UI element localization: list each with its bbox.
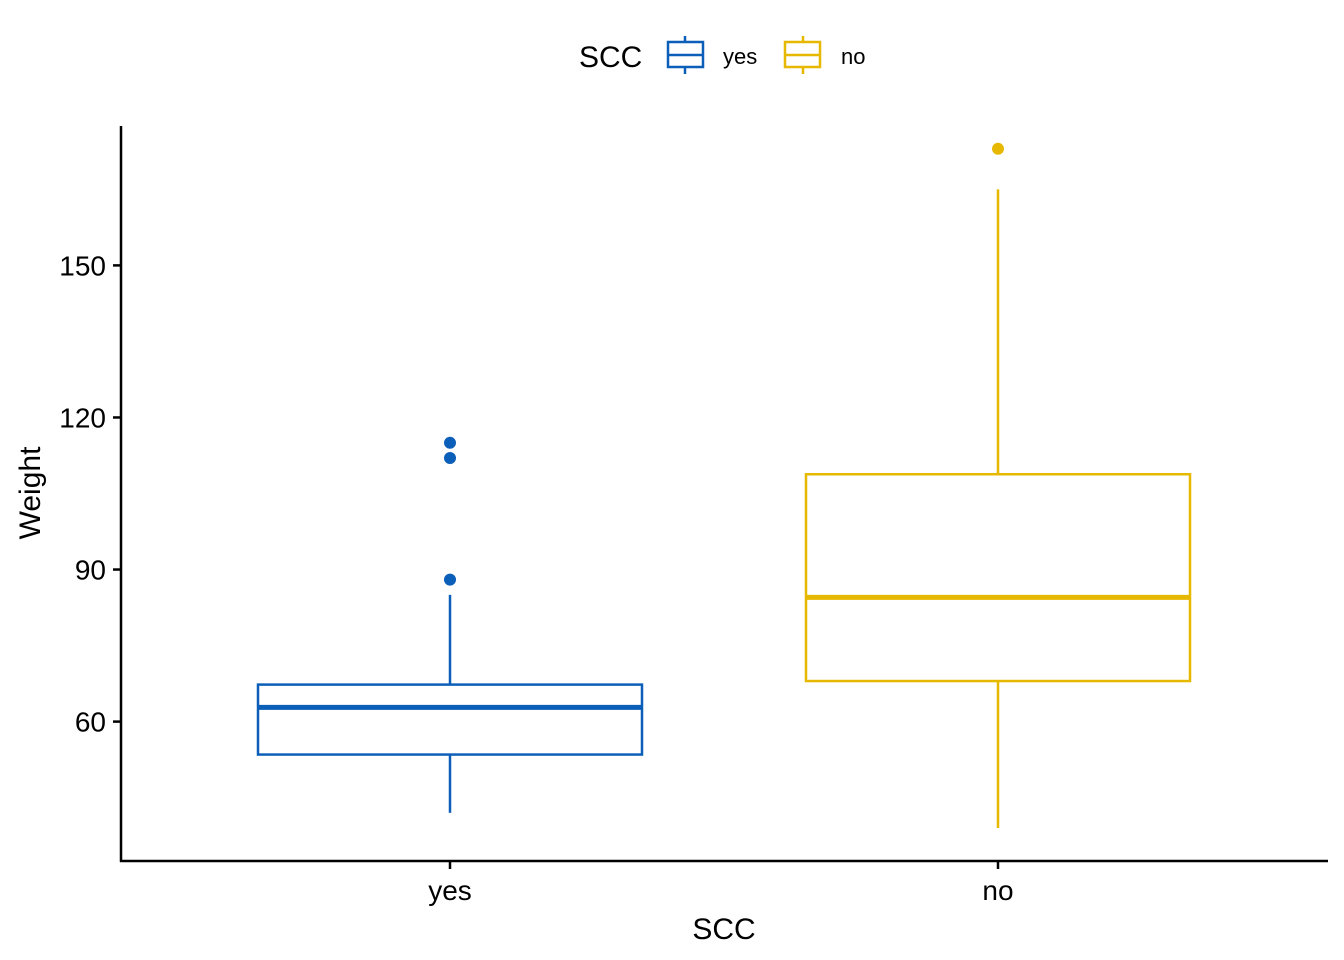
- y-tick-label: 150: [59, 250, 106, 281]
- iqr-box: [804, 472, 1192, 683]
- legend-title: SCC: [579, 41, 642, 74]
- box-yes: [256, 436, 644, 813]
- y-axis-title: Weight: [14, 446, 47, 539]
- x-axis-title: SCC: [692, 913, 755, 946]
- outlier-point: [444, 436, 456, 449]
- legend-label-yes: yes: [723, 44, 757, 69]
- legend-label-no: no: [841, 44, 865, 69]
- legend: SCC yes no: [579, 36, 865, 74]
- x-ticks: yes no: [428, 861, 1014, 906]
- outlier-point: [444, 452, 456, 465]
- iqr-box: [256, 683, 644, 756]
- x-tick-label: yes: [428, 875, 472, 906]
- boxes: [256, 142, 1192, 829]
- y-ticks: 60 90 120 150: [59, 250, 121, 738]
- box-no: [804, 142, 1192, 829]
- y-tick-label: 120: [59, 402, 106, 433]
- outlier-point: [992, 142, 1004, 155]
- legend-key-no: [783, 36, 822, 74]
- y-tick-label: 60: [75, 707, 106, 738]
- legend-key-yes: [666, 36, 705, 74]
- x-tick-label: no: [982, 875, 1013, 906]
- outlier-point: [444, 573, 456, 586]
- y-tick-label: 90: [75, 555, 106, 586]
